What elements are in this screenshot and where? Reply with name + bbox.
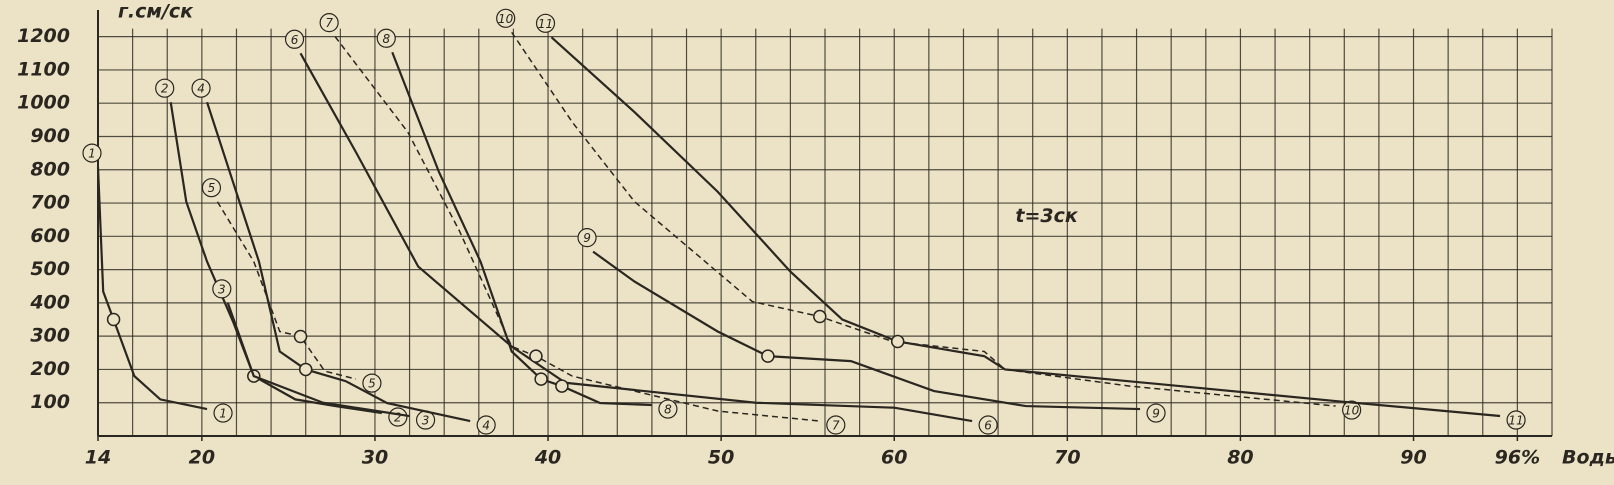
point-marker — [534, 372, 548, 386]
series-label-ring — [826, 415, 846, 435]
series-label-ring — [1146, 403, 1166, 423]
series-label-ring — [1506, 410, 1526, 430]
y-tick-label: 200 — [30, 358, 70, 380]
x-tick-label: 30 — [362, 447, 388, 469]
y-tick-label: 1000 — [17, 92, 70, 114]
series-line — [96, 167, 208, 411]
x-tick-label: 70 — [1054, 447, 1080, 469]
point-marker — [890, 334, 905, 349]
series-label: 11 — [1508, 414, 1523, 428]
y-tick-label: 800 — [30, 158, 70, 180]
series-label-ring — [212, 279, 232, 299]
series-line — [299, 52, 973, 423]
series-label-ring — [577, 228, 597, 248]
series-label: 10 — [1344, 404, 1360, 418]
series-label: 3 — [422, 414, 430, 428]
series-label-ring — [213, 403, 233, 423]
series-label: 5 — [208, 181, 216, 195]
point-marker — [813, 309, 827, 324]
x-tick-label: 50 — [708, 447, 734, 469]
series-label: 4 — [197, 82, 205, 96]
series-label-ring — [201, 178, 222, 198]
y-tick-label: 100 — [30, 391, 70, 413]
series-label: 2 — [161, 82, 169, 96]
series-label: 3 — [218, 282, 226, 296]
x-tick-label: 60 — [881, 447, 907, 469]
series-label: 4 — [482, 419, 490, 433]
x-tick-label: 80 — [1227, 447, 1253, 469]
series-label-ring — [1342, 400, 1362, 420]
series-label-ring — [284, 29, 305, 49]
series-label-ring — [476, 415, 496, 435]
point-marker — [293, 329, 308, 344]
annotation: t=3ск — [1015, 205, 1078, 227]
series-label-ring — [191, 78, 211, 98]
x-tick-label: 90 — [1400, 447, 1426, 469]
y-tick-label: 500 — [30, 258, 70, 280]
x-tick-label: 40 — [534, 447, 561, 469]
series-line — [206, 101, 471, 423]
series-label: 8 — [664, 403, 672, 417]
point-marker — [298, 362, 313, 377]
y-axis-label: г.см/ск — [118, 1, 194, 23]
y-tick-label: 300 — [30, 325, 70, 347]
series-label: 10 — [498, 12, 514, 26]
y-tick-label: 400 — [29, 291, 70, 313]
y-tick-label: 700 — [30, 192, 70, 214]
series-label: 11 — [538, 17, 553, 31]
point-marker — [529, 349, 543, 363]
series-line — [592, 250, 1141, 411]
series-label-ring — [155, 78, 175, 98]
point-marker — [106, 312, 121, 327]
series-label: 6 — [291, 33, 299, 47]
series-label: 8 — [382, 32, 390, 46]
x-tick-label: 14 — [85, 447, 111, 469]
y-tick-label: 1200 — [17, 25, 70, 47]
series-label: 1 — [219, 407, 227, 421]
series-label-ring — [496, 8, 516, 28]
x-axis-label: Воды — [1562, 447, 1614, 469]
series-line — [216, 201, 357, 380]
point-marker — [555, 379, 569, 393]
x-tick-label: 96% — [1495, 447, 1540, 469]
series-label: 7 — [325, 16, 333, 30]
series-label-ring — [978, 415, 998, 435]
series-label-ring — [535, 13, 556, 33]
series-label-ring — [319, 13, 339, 33]
series-label-ring — [658, 399, 678, 419]
x-tick-label: 20 — [189, 447, 215, 469]
y-tick-label: 600 — [30, 225, 70, 247]
y-tick-label: 1100 — [17, 58, 70, 80]
series-label-ring — [376, 28, 396, 48]
series-line — [226, 302, 410, 418]
series-label-ring — [82, 143, 102, 163]
y-tick-label: 900 — [30, 125, 70, 147]
series-line — [391, 51, 652, 407]
series-label: 2 — [394, 411, 402, 425]
series-label: 9 — [583, 231, 591, 245]
series-label: 6 — [984, 419, 992, 433]
point-marker — [761, 349, 775, 363]
series-label-ring — [362, 373, 382, 393]
series-line — [511, 31, 1336, 407]
series-label: 5 — [368, 377, 376, 391]
series-label: 9 — [1152, 407, 1160, 421]
series-label: 1 — [88, 147, 96, 161]
series-label: 7 — [832, 419, 840, 433]
